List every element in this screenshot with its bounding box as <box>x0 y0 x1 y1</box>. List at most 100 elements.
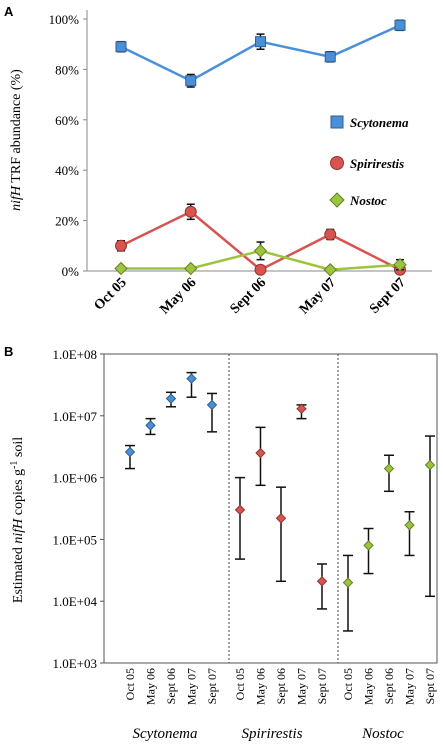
panel-a-legend-label: Scytonema <box>350 115 409 130</box>
panel-b-y-axis-label-post: copies g <box>11 469 26 519</box>
panel-b-y-tick-label: 1.0E+03 <box>52 656 97 671</box>
panel-b-data-point <box>275 513 287 524</box>
panel-b-data-point <box>316 576 328 587</box>
panel-b-x-tick-label: May 07 <box>295 668 309 705</box>
panel-b-data-point <box>404 519 415 531</box>
panel-a-y-axis-label-rest: TRF abundance (%) <box>9 69 24 186</box>
panel-a-series-nostoc <box>114 241 407 277</box>
panel-b-x-tick-label: May 07 <box>403 668 417 705</box>
panel-b-x-tick-label: Sept 06 <box>274 668 288 704</box>
panel-a-x-tick-label: Sept 06 <box>228 275 270 317</box>
panel-a-y-tick-label: 100% <box>49 12 80 27</box>
panel-a-y-axis-label-italic: nifH <box>9 185 24 211</box>
panel-a-data-point <box>184 261 198 276</box>
panel-b-points <box>124 371 436 632</box>
panel-a-series-line <box>120 210 401 272</box>
panel-b-group-nostoc <box>342 435 436 632</box>
panel-b-data-point <box>186 373 197 384</box>
panel-b-group-label: Spirirestis <box>241 726 302 742</box>
panel-a-data-point <box>255 36 266 48</box>
panel-a-data-point <box>324 51 336 63</box>
panel-a-data-point <box>324 228 337 241</box>
panel-a-x-tick-label: Oct 05 <box>91 275 129 313</box>
panel-b-y-tick-label: 1.0E+04 <box>52 594 97 609</box>
panel-b-data-point <box>145 420 156 431</box>
panel-b-y-tick-label: 1.0E+05 <box>52 532 97 547</box>
panel-a-x-tick-label: May 06 <box>157 275 199 317</box>
panel-b: B Estimated nifH copies g-1 soil 1.0E+03… <box>4 344 438 742</box>
panel-b-y-axis-label-pre: Estimated <box>11 544 26 604</box>
panel-a-x-ticks: Oct 05 May 06 Sept 06 May 07 Sept 07 <box>91 271 409 317</box>
panel-b-group-labels: Scytonema Spirirestis Nostoc <box>133 726 405 742</box>
panel-a-label: A <box>4 4 14 19</box>
panel-a-series <box>114 19 407 277</box>
panel-a-data-point <box>393 257 407 272</box>
panel-b-y-axis-label-italic: nifH <box>11 518 26 544</box>
panel-b-x-tick-label: May 06 <box>362 668 376 705</box>
panel-b-x-tick-label: Oct 05 <box>233 668 247 700</box>
panel-b-x-ticks: Oct 05 May 06 Sept 06 May 07 Sept 07 Oct 05 Ma… <box>123 668 437 705</box>
panel-b-data-point <box>342 577 354 588</box>
panel-a: A nifH TRF abundance (%) 0% 20% 40% 60% 80% 1… <box>4 4 432 317</box>
panel-b-group-label: Scytonema <box>133 726 198 742</box>
panel-b-y-tick-label: 1.0E+08 <box>52 347 97 362</box>
panel-a-data-point <box>184 205 197 218</box>
panel-a-data-point <box>115 41 127 53</box>
panel-a-y-ticks: 0% 20% 40% 60% 80% 100% <box>49 12 87 279</box>
panel-a-y-tick-label: 80% <box>55 62 79 77</box>
panel-a-data-point <box>114 261 128 276</box>
panel-b-x-tick-label: Sept 07 <box>205 668 219 704</box>
panel-a-legend-label: Spirirestis <box>350 156 404 171</box>
panel-a-y-axis-label: nifH TRF abundance (%) <box>9 69 24 211</box>
panel-b-group-scytonema <box>124 371 218 470</box>
panel-b-x-tick-label: Oct 05 <box>123 668 137 700</box>
panel-a-data-point <box>115 239 127 252</box>
panel-b-data-point <box>165 393 177 404</box>
panel-b-data-point <box>234 504 246 516</box>
panel-a-series-scytonema <box>115 19 406 88</box>
panel-b-data-point <box>363 540 374 551</box>
panel-a-data-point <box>394 19 406 31</box>
panel-b-data-point <box>383 463 395 474</box>
panel-b-y-axis-label: Estimated nifH copies g-1 soil <box>9 437 27 603</box>
panel-b-x-tick-label: Sept 06 <box>164 668 178 704</box>
panel-b-label: B <box>4 344 13 359</box>
panel-a-legend-marker <box>329 192 345 208</box>
panel-b-plot-frame <box>103 353 438 664</box>
panel-a-y-tick-label: 60% <box>55 113 79 128</box>
panel-b-data-point <box>296 403 307 414</box>
panel-a-y-tick-label: 40% <box>55 163 79 178</box>
panel-b-x-tick-label: Oct 05 <box>341 668 355 700</box>
panel-a-legend-marker <box>330 115 344 129</box>
panel-b-data-point <box>255 447 266 459</box>
panel-b-group-spirirestis <box>234 403 328 610</box>
panel-b-x-tick-label: Sept 07 <box>423 668 437 704</box>
panel-b-x-tick-label: Sept 07 <box>315 668 329 704</box>
panel-a-series-spirirestis <box>115 203 406 276</box>
panel-b-group-label: Nostoc <box>361 726 404 742</box>
panel-a-x-tick-label: Sept 07 <box>367 275 409 317</box>
panel-b-y-tick-label: 1.0E+07 <box>52 409 97 424</box>
panel-b-y-axis-label-end: soil <box>11 437 26 461</box>
panel-b-x-tick-label: Sept 06 <box>382 668 396 704</box>
panel-a-legend-label: Nostoc <box>349 193 387 208</box>
panel-a-y-tick-label: 20% <box>55 214 79 229</box>
panel-a-data-point <box>323 263 337 277</box>
panel-a-data-point <box>254 263 267 276</box>
panel-a-legend-marker <box>330 156 344 170</box>
panel-b-y-axis-label-sup: -1 <box>9 461 20 469</box>
panel-a-legend: Scytonema Spirirestis Nostoc <box>329 115 409 208</box>
panel-b-data-point <box>124 446 136 458</box>
panel-b-y-ticks: 1.0E+03 1.0E+04 1.0E+05 1.0E+06 1.0E+07 1.0E+… <box>52 347 104 671</box>
panel-b-x-tick-label: May 07 <box>185 668 199 705</box>
panel-b-x-tick-label: May 06 <box>254 668 268 705</box>
panel-a-data-point <box>253 244 268 258</box>
panel-b-y-tick-label: 1.0E+06 <box>52 471 97 486</box>
panel-b-data-point <box>424 459 436 471</box>
panel-a-y-tick-label: 0% <box>62 264 80 279</box>
panel-a-x-tick-label: May 07 <box>297 275 339 317</box>
panel-b-x-tick-label: May 06 <box>144 668 158 705</box>
panel-a-data-point <box>185 75 197 87</box>
panel-b-data-point <box>206 399 218 411</box>
